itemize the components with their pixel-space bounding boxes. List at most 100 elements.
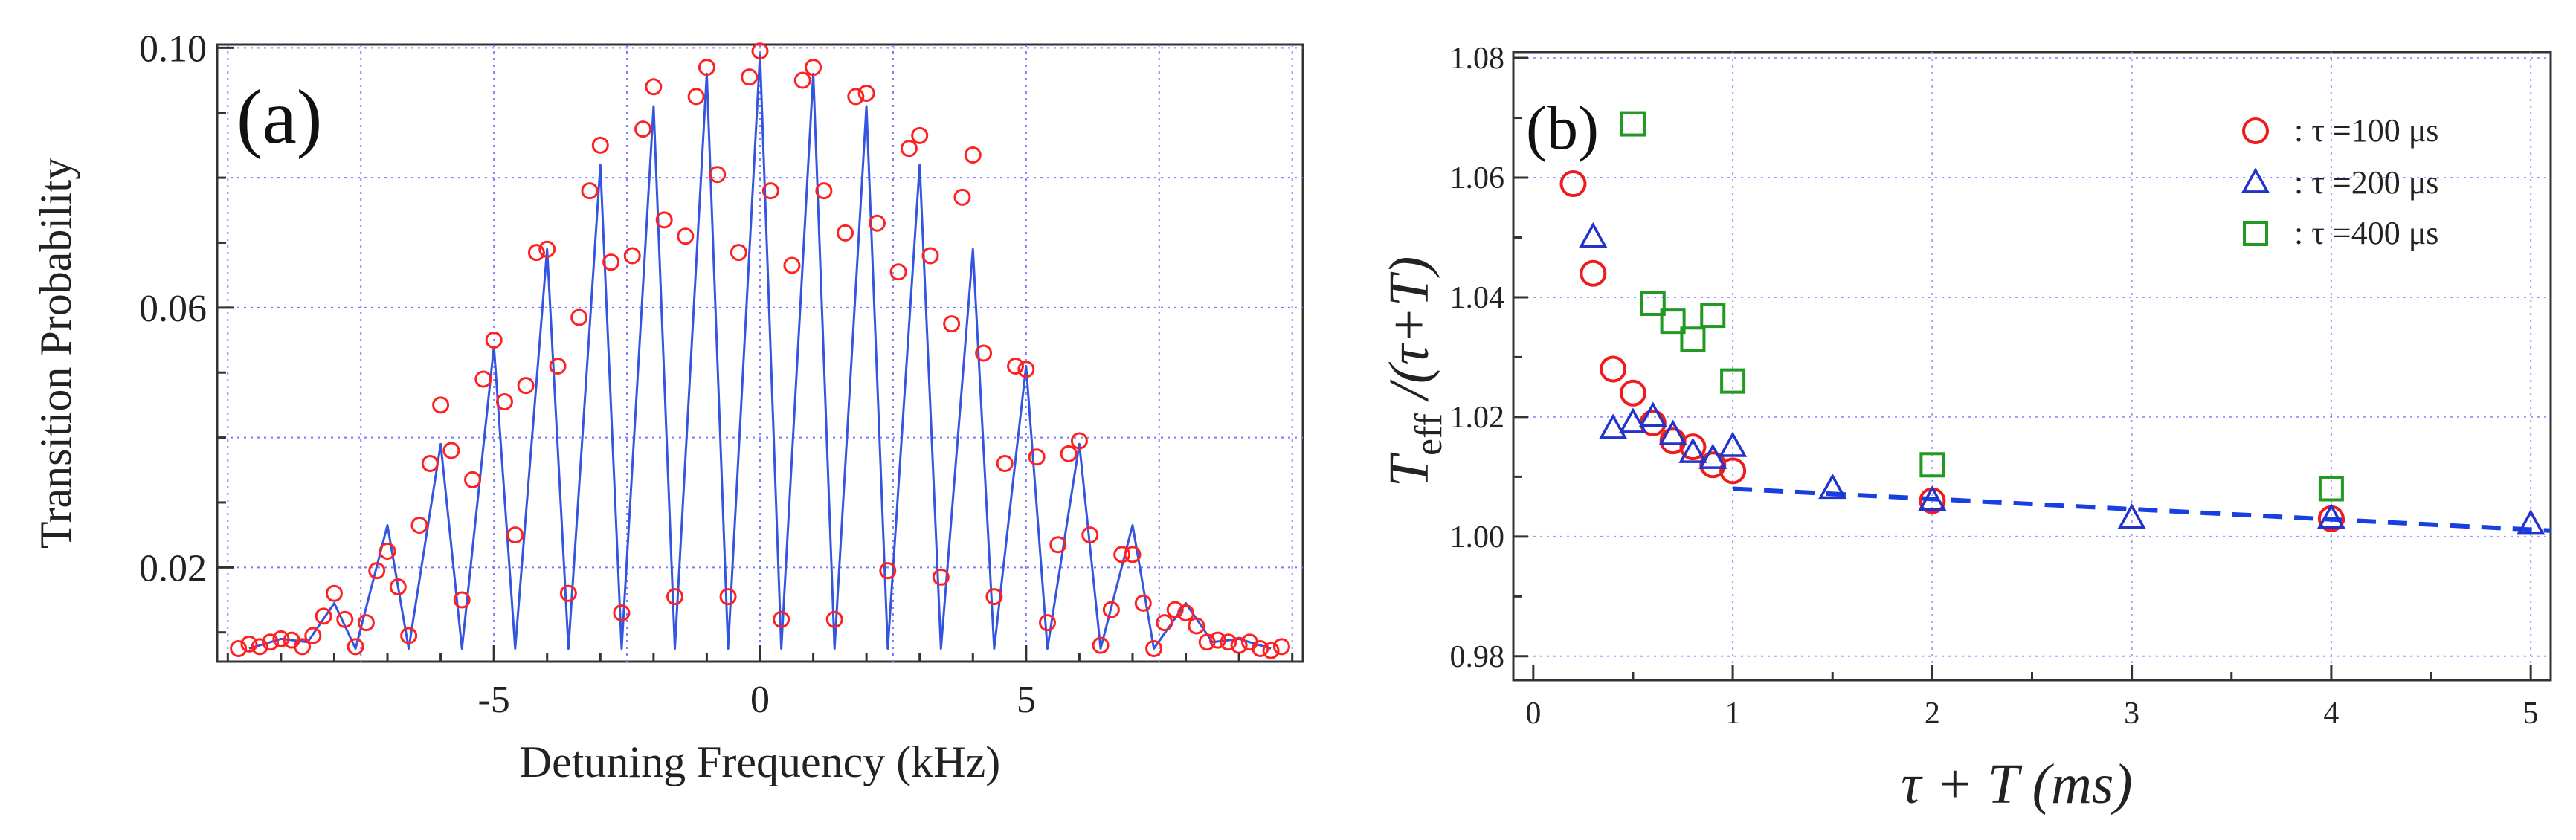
chart-b-data-point bbox=[1700, 303, 1726, 329]
chart-a-data-series bbox=[230, 42, 1290, 659]
chart-a-data-point bbox=[847, 88, 865, 106]
chart-b-legend-label: : τ =400 μs bbox=[2294, 215, 2438, 251]
chart-a-data-point bbox=[485, 332, 503, 349]
chart-a-data-point bbox=[953, 188, 971, 206]
chart-a-data-point bbox=[645, 78, 663, 96]
chart-a-data-point bbox=[602, 253, 620, 271]
chart-a-data-point bbox=[932, 568, 950, 586]
chart-b-data-point bbox=[1818, 473, 1847, 500]
chart-a-data-point bbox=[975, 344, 993, 362]
chart-a-y-axis-label: Transition Probability bbox=[31, 158, 80, 549]
chart-b-frame bbox=[1512, 51, 2552, 682]
chart-a-data-point bbox=[1252, 640, 1269, 658]
chart-b-data-point bbox=[1680, 326, 1706, 352]
chart-a-data-point bbox=[709, 166, 727, 184]
chart-a-data-point bbox=[857, 85, 875, 103]
chart-b-data-point bbox=[1559, 170, 1587, 198]
chart-a-data-point bbox=[389, 578, 407, 596]
chart-a-data-point bbox=[730, 244, 747, 262]
chart-b-data-point bbox=[2318, 476, 2344, 502]
chart-b-data-point bbox=[1620, 111, 1646, 137]
chart-a-data-point bbox=[315, 607, 332, 625]
chart-a-data-point bbox=[741, 68, 759, 86]
chart-a-data-point bbox=[911, 126, 929, 144]
chart-b-data-point bbox=[1658, 419, 1687, 445]
chart-a-data-point bbox=[1017, 361, 1035, 378]
chart-b-y-axis-label: Teff /(τ+T) bbox=[1378, 256, 1450, 488]
chart-a-data-point bbox=[793, 71, 811, 89]
chart-a-data-point bbox=[549, 357, 567, 375]
chart-b-legend-label: : τ =200 μs bbox=[2294, 164, 2438, 201]
chart-a-data-point bbox=[304, 627, 322, 644]
chart-a-data-point bbox=[783, 256, 801, 274]
chart-b-y-tick-label: 1.08 bbox=[1450, 42, 1505, 76]
chart-a-data-point bbox=[1145, 640, 1163, 658]
chart-a-data-point bbox=[570, 308, 588, 326]
chart-b-panel-label: (b) bbox=[1526, 94, 1599, 163]
chart-a-data-point bbox=[1166, 601, 1184, 618]
chart-a-data-point bbox=[1007, 357, 1025, 375]
chart-a-data-point bbox=[325, 584, 343, 602]
chart-a-data-point bbox=[400, 627, 418, 644]
chart-a-data-point bbox=[527, 244, 545, 262]
chart-a-data-point bbox=[347, 638, 364, 656]
chart-b-x-tick-label: 3 bbox=[2124, 697, 2139, 731]
chart-a-data-point bbox=[900, 140, 918, 158]
chart-a-data-point bbox=[538, 240, 556, 258]
chart-b-data-point bbox=[2517, 509, 2546, 535]
chart-a-data-point bbox=[943, 315, 961, 333]
chart-b-x-axis-label: τ + T (ms) bbox=[1901, 753, 2132, 815]
chart-b-data-point bbox=[1918, 485, 1947, 511]
chart-a-data-point bbox=[666, 588, 683, 606]
chart-a-data-point bbox=[272, 630, 290, 647]
chart-a-data-point bbox=[1092, 636, 1110, 654]
chart-a-data-point bbox=[868, 214, 886, 232]
chart-b-data-point bbox=[1580, 259, 1607, 287]
chart-b-y-axis-label-main: T bbox=[1378, 452, 1440, 487]
chart-b-data-point bbox=[1600, 355, 1627, 383]
chart-a-data-point bbox=[1156, 614, 1173, 632]
chart-a-data-point bbox=[1038, 614, 1056, 632]
chart-a-data-point bbox=[294, 638, 312, 656]
chart-a-data-point bbox=[837, 224, 854, 242]
chart-a-data-point bbox=[761, 182, 779, 200]
chart-a-data-point bbox=[379, 542, 396, 560]
chart-a-data-point bbox=[964, 146, 982, 164]
chart-b-x-tick-label: 4 bbox=[2323, 697, 2339, 731]
chart-a-data-point bbox=[921, 247, 939, 265]
chart-a-data-point bbox=[1177, 604, 1195, 621]
chart-a-y-tick-label: 0.10 bbox=[139, 28, 207, 70]
chart-a-fit-series bbox=[248, 53, 1272, 650]
chart-a-data-point bbox=[1134, 594, 1152, 612]
chart-b-legend: : τ =100 μs : τ =200 μs : τ =400 μs bbox=[2241, 112, 2438, 251]
chart-a-data-point bbox=[1070, 432, 1088, 450]
chart-b-legend-label: : τ =100 μs bbox=[2294, 112, 2438, 149]
chart-b-x-tick-label: 1 bbox=[1725, 697, 1741, 731]
chart-a-data-point bbox=[464, 471, 482, 488]
chart-a-data-point bbox=[1198, 633, 1216, 651]
chart-b-data-point bbox=[1719, 457, 1747, 485]
chart-a-data-point bbox=[336, 610, 354, 628]
chart-a-data-point bbox=[517, 377, 535, 395]
chart-a-data-point bbox=[719, 588, 737, 606]
chart-a-panel-label: (a) bbox=[236, 74, 322, 160]
chart-a-data-point bbox=[421, 455, 439, 473]
chart-a-data-point bbox=[634, 120, 652, 138]
chart-a-data-point bbox=[613, 604, 631, 621]
chart-a-data-point bbox=[805, 59, 822, 77]
chart-a-data-point bbox=[815, 182, 833, 200]
chart-a-data-point bbox=[251, 638, 268, 656]
chart-b-trend-dashed-line bbox=[1732, 486, 2551, 533]
chart-a-data-point bbox=[1262, 642, 1280, 659]
chart-b-data-point bbox=[1599, 413, 1628, 439]
chart-b-data-point bbox=[2316, 503, 2346, 529]
chart-b-data-point bbox=[1640, 291, 1666, 316]
chart-a-data-point bbox=[240, 635, 258, 653]
chart-b-y-axis-label-tail: /(τ+T) bbox=[1378, 256, 1440, 414]
chart-b-y-tick-label: 1.00 bbox=[1450, 520, 1505, 555]
chart-a-data-point bbox=[825, 610, 843, 628]
chart-a-data-point bbox=[773, 610, 790, 628]
chart-b-y-tick-label: 1.02 bbox=[1450, 401, 1505, 435]
chart-a-data-point bbox=[1060, 445, 1078, 462]
chart-a-data-point bbox=[262, 633, 280, 651]
